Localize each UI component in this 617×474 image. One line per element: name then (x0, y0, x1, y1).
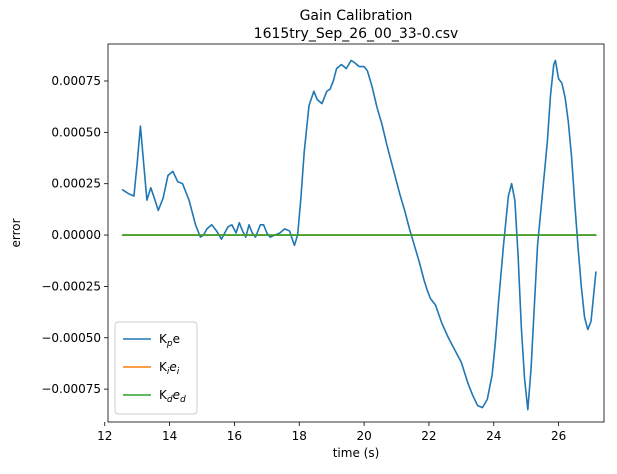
y-axis-ticks: −0.00075 −0.00050 −0.00025 0.00000 0.00025 0.… (41, 74, 108, 396)
y-tick-label: 0.00050 (51, 125, 101, 139)
y-tick-label: −0.00050 (41, 331, 101, 345)
y-tick-label: 0.00025 (51, 177, 101, 191)
legend-entry-0: Kpe (159, 332, 180, 349)
x-tick-label: 26 (551, 429, 566, 443)
legend-entry-1: Kiei (159, 360, 180, 377)
chart-subtitle: 1615try_Sep_26_00_33-0.csv (254, 26, 459, 42)
x-axis-label: time (s) (333, 446, 380, 460)
legend-box (114, 321, 198, 415)
y-tick-label: 0.00000 (51, 228, 101, 242)
y-tick-label: −0.00075 (41, 382, 101, 396)
plot-area-frame (107, 43, 605, 423)
x-tick-label: 18 (292, 429, 307, 443)
x-axis-ticks: 12 14 16 18 20 22 24 26 (97, 422, 566, 443)
x-tick-label: 24 (486, 429, 501, 443)
x-tick-label: 16 (227, 429, 242, 443)
y-tick-label: 0.00075 (51, 74, 101, 88)
y-tick-label: −0.00025 (41, 279, 101, 293)
legend: Kpe Kiei Kded (114, 321, 198, 415)
series-line-0 (121, 59, 597, 411)
chart-title: Gain Calibration (300, 8, 413, 24)
y-axis-label: error (9, 218, 23, 247)
x-tick-label: 22 (421, 429, 436, 443)
legend-entry-2: Kded (159, 388, 186, 405)
x-tick-label: 14 (162, 429, 177, 443)
x-tick-label: 20 (356, 429, 371, 443)
series-layer (121, 59, 597, 411)
x-tick-label: 12 (97, 429, 112, 443)
